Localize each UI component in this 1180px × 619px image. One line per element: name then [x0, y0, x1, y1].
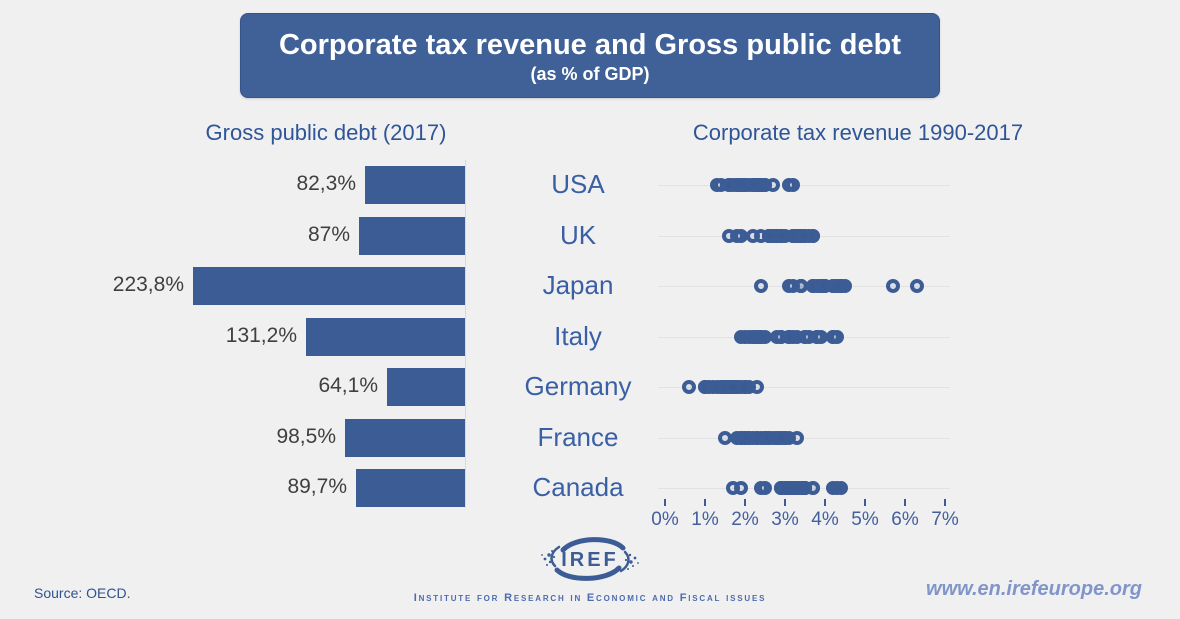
debt-value-label: 64,1% [318, 374, 378, 397]
country-label-france: France [537, 422, 619, 452]
debt-value-label: 223,8% [112, 273, 184, 296]
country-label-uk: UK [559, 220, 597, 250]
debt-value-label: 82,3% [296, 172, 356, 195]
tax-data-point [782, 330, 796, 344]
bar-chart-baseline [465, 160, 466, 508]
x-axis-tick [664, 499, 666, 506]
x-axis-tick-label: 3% [771, 509, 799, 530]
tax-data-point [746, 229, 760, 243]
tax-data-point [734, 330, 748, 344]
x-axis-tick-label: 1% [691, 509, 719, 530]
tax-data-point [758, 330, 772, 344]
x-axis-tick [784, 499, 786, 506]
x-axis-tick-label: 4% [811, 509, 839, 530]
debt-bar-italy [306, 318, 465, 356]
right-chart-title: Corporate tax revenue 1990-2017 [692, 120, 1024, 145]
subtitle: (as % of GDP) [530, 63, 650, 84]
source-note: Source: OECD. [34, 585, 131, 601]
iref-logo-text: IREF [561, 549, 619, 571]
tax-data-point [734, 481, 748, 495]
title-box: Corporate tax revenue and Gross public d… [240, 13, 940, 98]
tax-data-point [790, 431, 804, 445]
tax-data-point [886, 279, 900, 293]
debt-value-label: 87% [307, 223, 350, 246]
tax-data-point [746, 178, 760, 192]
country-label-japan: Japan [542, 270, 614, 300]
main-title: Corporate tax revenue and Gross public d… [278, 28, 902, 61]
x-axis-tick [864, 499, 866, 506]
debt-value-label: 98,5% [276, 425, 336, 448]
tax-data-point [774, 229, 788, 243]
x-axis-tick-label: 0% [651, 509, 679, 530]
debt-bar-germany [387, 368, 465, 406]
tax-data-point [790, 481, 804, 495]
tax-data-point [766, 178, 780, 192]
tax-data-point [738, 431, 752, 445]
x-axis-tick [944, 499, 946, 506]
tax-data-point [682, 380, 696, 394]
x-axis-tick-label: 7% [931, 509, 959, 530]
website-url: www.en.irefeurope.org [926, 578, 1142, 600]
country-label-canada: Canada [532, 472, 624, 502]
tax-data-point [834, 481, 848, 495]
debt-bar-usa [365, 166, 465, 204]
x-axis-tick-label: 2% [731, 509, 759, 530]
tax-data-point [826, 330, 840, 344]
row-gridline [658, 438, 950, 439]
tax-data-point [910, 279, 924, 293]
country-label-italy: Italy [554, 321, 602, 351]
institute-name: Institute for Research in Economic and F… [413, 592, 767, 604]
x-axis-tick [904, 499, 906, 506]
iref-logo-icon: IREF [541, 537, 639, 581]
tax-data-point [734, 178, 748, 192]
tax-data-point [830, 279, 844, 293]
x-axis-tick [704, 499, 706, 506]
tax-data-point [798, 229, 812, 243]
x-axis-tick [744, 499, 746, 506]
tax-data-point [734, 229, 748, 243]
tax-data-point [738, 380, 752, 394]
tax-data-point [754, 279, 768, 293]
row-gridline [658, 387, 950, 388]
debt-bar-canada [356, 469, 465, 507]
tax-data-point [774, 431, 788, 445]
tax-data-point [718, 431, 732, 445]
debt-bar-france [345, 419, 465, 457]
left-chart-title: Gross public debt (2017) [205, 120, 447, 145]
tax-data-point [786, 178, 800, 192]
debt-bar-uk [359, 217, 465, 255]
x-axis-tick [824, 499, 826, 506]
tax-data-point [810, 330, 824, 344]
country-label-germany: Germany [524, 371, 632, 401]
debt-value-label: 131,2% [225, 324, 297, 347]
iref-logo: IREF [525, 536, 655, 582]
country-label-usa: USA [551, 169, 605, 199]
x-axis-tick-label: 5% [851, 509, 879, 530]
debt-bar-japan [193, 267, 465, 305]
x-axis-tick-label: 6% [891, 509, 919, 530]
row-gridline [658, 185, 950, 186]
debt-value-label: 89,7% [287, 475, 347, 498]
tax-data-point [754, 481, 768, 495]
tax-data-point [762, 431, 776, 445]
tax-data-point [818, 279, 832, 293]
tax-data-point [750, 380, 764, 394]
